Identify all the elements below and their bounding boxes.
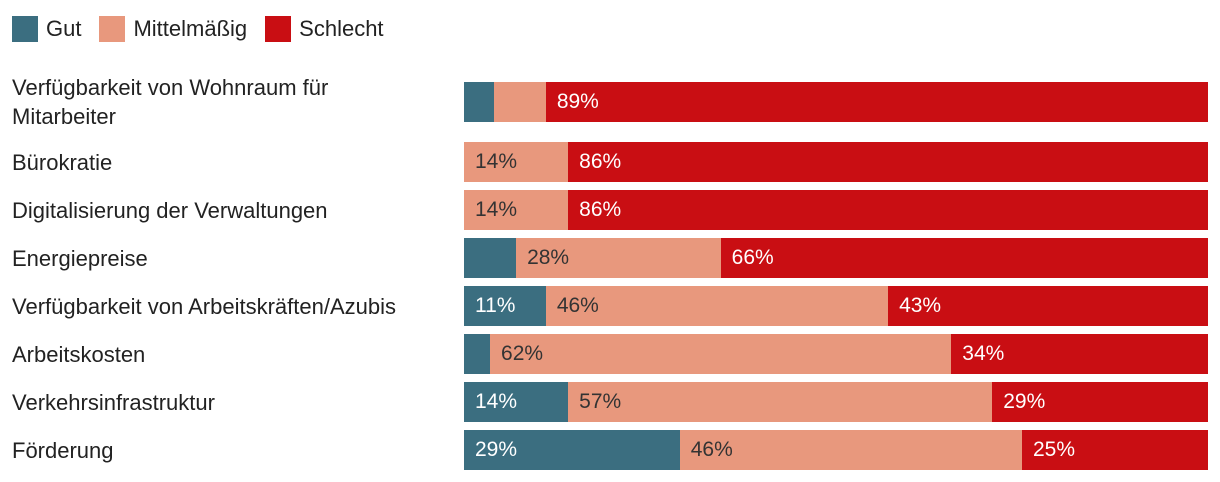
category-label: Verkehrsinfrastruktur [12, 389, 215, 415]
chart-row: Energiepreise 28% 66% [0, 238, 1220, 278]
chart-row: Bürokratie 14% 86% [0, 142, 1220, 182]
data-label: 86% [579, 198, 622, 221]
bar-segment-schlecht: 43% [888, 286, 1208, 326]
bar-segment-schlecht: 86% [568, 190, 1208, 230]
stacked-bar: 29% 46% 25% [464, 430, 1208, 470]
stacked-bar: 11% 46% 43% [464, 286, 1208, 326]
stacked-bar: 28% 66% [464, 238, 1208, 278]
bar-segment-schlecht: 25% [1021, 430, 1208, 470]
data-label: 14% [475, 390, 518, 413]
bar-segment-mittelmig: 57% [568, 382, 993, 422]
bar-segment-gut [464, 238, 517, 278]
bar-segment-schlecht: 34% [951, 334, 1208, 374]
bar-segment-gut: 29% [464, 430, 680, 470]
bar-segment-gut [464, 334, 491, 374]
data-label: 62% [501, 342, 544, 365]
chart-row: Verfügbarkeit von Wohnraum für Mitarbeit… [0, 75, 1220, 129]
chart-row: Verfügbarkeit von Arbeitskräften/Azubis 1… [0, 286, 1220, 326]
category-label: Bürokratie [12, 149, 113, 175]
bar-segment-gut: 11% [464, 286, 546, 326]
legend-item-schlecht: Schlecht [265, 16, 384, 42]
bar-segment-mittelmig: 62% [490, 334, 952, 374]
stacked-bar: 14% 57% 29% [464, 382, 1208, 422]
chart-row: Arbeitskosten 62% 34% [0, 334, 1220, 374]
data-label: 29% [475, 438, 518, 461]
data-label: 43% [899, 294, 942, 317]
data-label: 28% [527, 246, 570, 269]
legend-swatch-schlecht [265, 16, 292, 42]
bar-segment-mittelmig: 14% [464, 190, 569, 230]
stacked-bar: 14% 86% [464, 142, 1208, 182]
legend-label-gut: Gut [46, 16, 82, 41]
data-label: 14% [475, 198, 518, 221]
legend-item-gut: Gut [12, 16, 81, 42]
category-label: Arbeitskosten [12, 341, 146, 367]
stacked-bar: 89% [464, 82, 1208, 122]
bar-segment-gut [464, 82, 494, 122]
chart-row: Förderung 29% 46% 25% [0, 430, 1220, 470]
data-label: 66% [731, 246, 774, 269]
category-label: Förderung [12, 437, 114, 463]
chart-row: Digitalisierung der Verwaltungen 14% 86% [0, 190, 1220, 230]
data-label: 86% [579, 150, 622, 173]
bar-segment-schlecht: 89% [545, 82, 1208, 122]
bar-segment-mittelmig: 46% [545, 286, 889, 326]
bar-segment-mittelmig: 28% [516, 238, 721, 278]
data-label: 29% [1003, 390, 1046, 413]
legend-label-schlecht: Schlecht [299, 16, 384, 41]
data-label: 34% [962, 342, 1005, 365]
legend: Gut Mittelmäßig Schlecht [12, 14, 402, 44]
data-label: 57% [579, 390, 622, 413]
bar-segment-mittelmig: 14% [464, 142, 569, 182]
legend-label-mittelmaessig: Mittelmäßig [133, 16, 248, 41]
bar-segment-mittelmig [493, 82, 546, 122]
stacked-bar: 62% 34% [464, 334, 1208, 374]
category-label: Energiepreise [12, 245, 148, 271]
data-label: 46% [690, 438, 733, 461]
data-label: 46% [556, 294, 599, 317]
bar-segment-schlecht: 29% [992, 382, 1208, 422]
bar-segment-gut: 14% [464, 382, 569, 422]
chart-row: Verkehrsinfrastruktur 14% 57% 29% [0, 382, 1220, 422]
bar-segment-schlecht: 86% [568, 142, 1208, 182]
legend-swatch-gut [12, 16, 38, 42]
category-label: Verfügbarkeit von Wohnraum für Mitarbeit… [12, 75, 329, 129]
bar-segment-schlecht: 66% [720, 238, 1208, 278]
bar-segment-mittelmig: 46% [679, 430, 1022, 470]
legend-swatch-mittelmaessig [99, 16, 126, 42]
data-label: 11% [475, 294, 516, 317]
data-label: 89% [556, 90, 599, 113]
category-label: Verfügbarkeit von Arbeitskräften/Azubis [12, 293, 396, 319]
stacked-bar: 14% 86% [464, 190, 1208, 230]
category-label: Digitalisierung der Verwaltungen [12, 197, 328, 223]
data-label: 25% [1032, 438, 1076, 461]
legend-item-mittelmaessig: Mittelmäßig [99, 16, 247, 42]
data-label: 14% [475, 150, 518, 173]
